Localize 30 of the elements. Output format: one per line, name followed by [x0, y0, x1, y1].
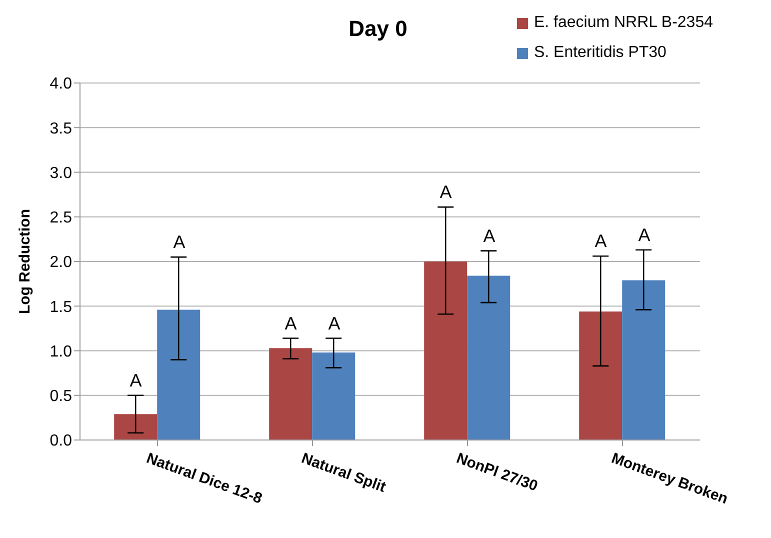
y-tick-label: 0.5 — [50, 388, 72, 406]
bar — [157, 310, 200, 440]
y-axis-title: Log Reduction — [16, 209, 34, 314]
bar — [579, 311, 622, 440]
bar — [424, 262, 468, 440]
annotation: A — [594, 231, 607, 252]
y-tick-label: 4.0 — [50, 76, 72, 93]
y-tick-label: 2.0 — [50, 254, 72, 272]
chart-title: Day 0 — [348, 16, 408, 42]
bar — [622, 280, 666, 440]
x-tick-label: NonPl 27/30 — [454, 450, 540, 495]
y-tick-label: 1.5 — [50, 298, 72, 316]
annotation: A — [440, 182, 452, 202]
bar — [312, 352, 356, 440]
bar — [467, 276, 510, 440]
annotation: A — [173, 232, 186, 252]
bar — [269, 348, 312, 440]
legend-label: E. faecium NRRL B-2354 — [534, 13, 713, 33]
y-tick-label: 0.0 — [50, 432, 72, 450]
annotation: A — [638, 224, 650, 245]
legend-label: S. Enteritidis PT30 — [534, 43, 666, 63]
annotation: A — [483, 226, 496, 246]
bar — [114, 414, 158, 440]
y-tick-label: 3.0 — [50, 164, 72, 182]
annotation: A — [328, 313, 340, 334]
y-tick-label: 1.0 — [50, 343, 72, 360]
annotation: A — [130, 370, 142, 390]
y-tick-label: 2.5 — [50, 210, 72, 227]
y-tick-label: 3.5 — [50, 120, 72, 138]
annotation: A — [284, 313, 297, 334]
